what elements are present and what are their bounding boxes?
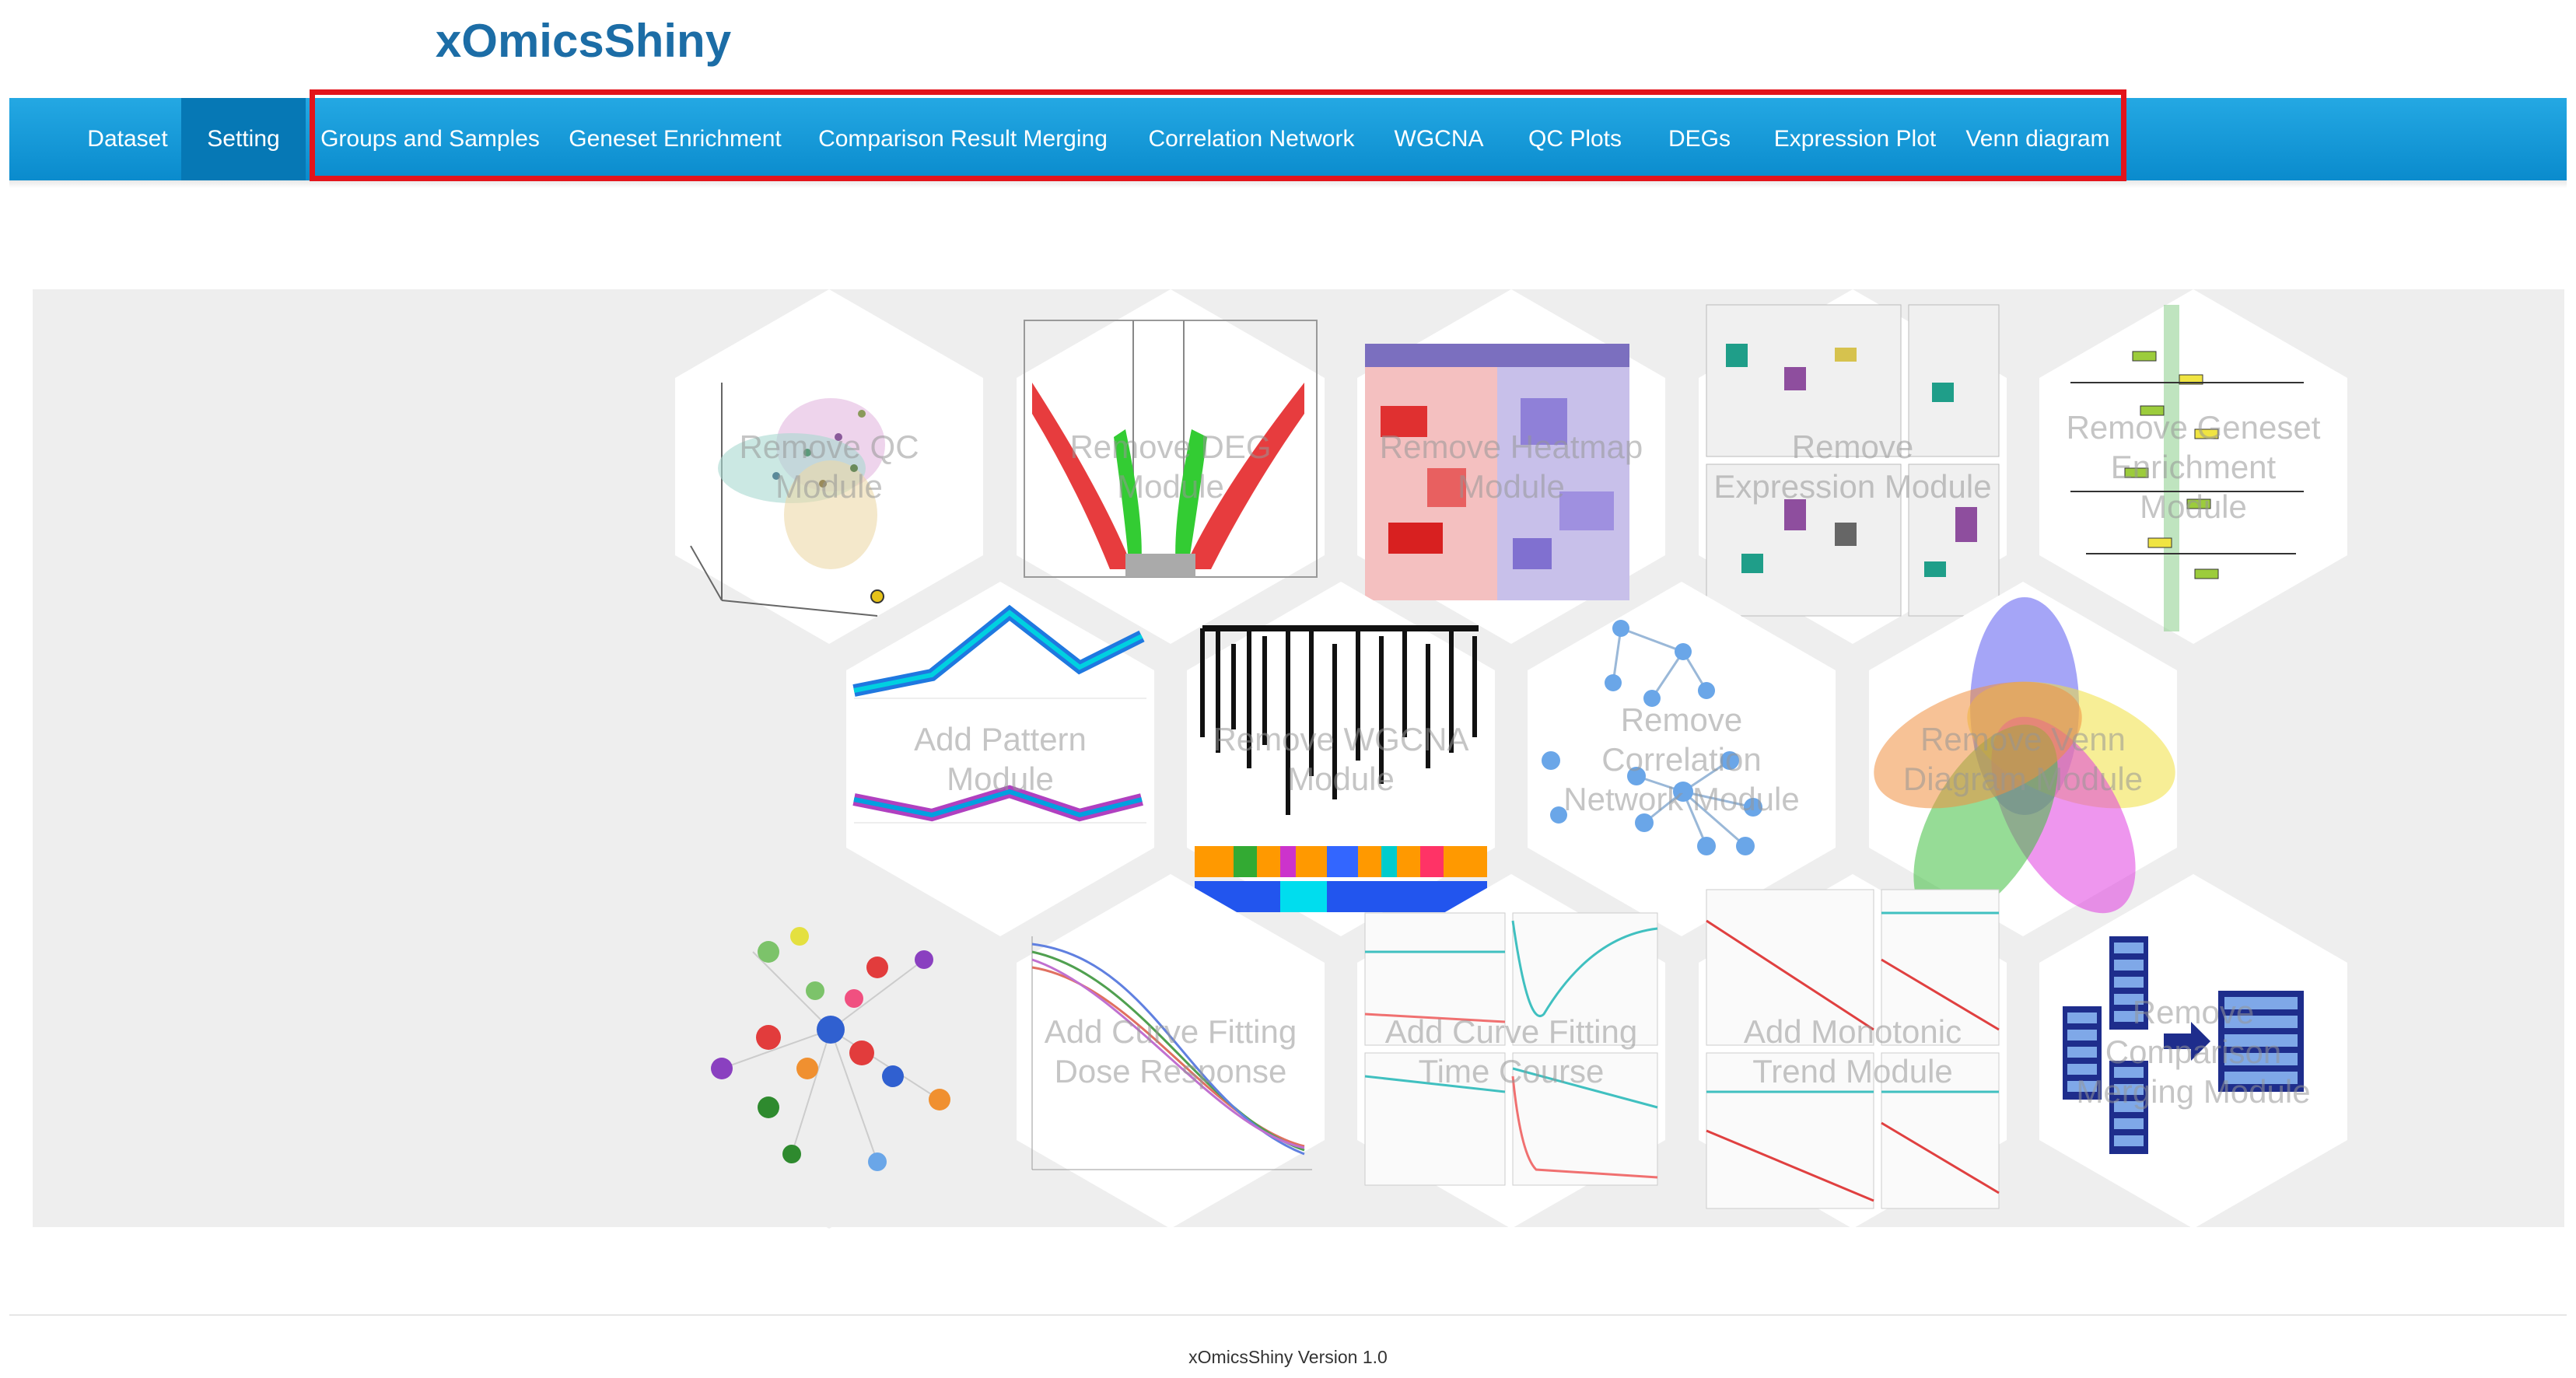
interaction-network-icon bbox=[675, 874, 983, 1229]
boxplot-icon bbox=[1699, 289, 2007, 644]
trend-plot-icon bbox=[1699, 874, 2007, 1229]
module-hex-add-curve-fitting-dose-response[interactable]: Add Curve Fitting Dose Response bbox=[1017, 874, 1325, 1229]
table-merge-icon bbox=[2039, 874, 2347, 1229]
module-hex-add-monotonic-trend[interactable]: Add Monotonic Trend Module bbox=[1699, 874, 2007, 1229]
main-navbar: Dataset Setting Groups and Samples Genes… bbox=[9, 98, 2567, 180]
dose-response-curve-icon bbox=[1017, 874, 1325, 1229]
nav-tab-groups-and-samples[interactable]: Groups and Samples bbox=[320, 126, 540, 152]
nav-tab-expression-plot[interactable]: Expression Plot bbox=[1773, 126, 1937, 152]
module-hex-add-pattern[interactable]: Add Pattern Module bbox=[846, 582, 1154, 936]
module-hex-add-curve-fitting-time-course[interactable]: Add Curve Fitting Time Course bbox=[1357, 874, 1665, 1229]
navbar-shadow bbox=[9, 180, 2567, 188]
module-hex-interaction-network[interactable] bbox=[675, 874, 983, 1229]
module-panel: Remove QC Module Remove DEG Module bbox=[33, 289, 2564, 1229]
nav-tab-venn-diagram[interactable]: Venn diagram bbox=[1965, 126, 2110, 152]
volcano-plot-icon bbox=[1017, 289, 1325, 644]
time-course-curve-icon bbox=[1357, 874, 1665, 1229]
nav-tab-wgcna[interactable]: WGCNA bbox=[1394, 126, 1484, 152]
dendrogram-icon bbox=[1187, 582, 1495, 936]
pca-3d-plot-icon bbox=[675, 289, 983, 644]
footer-divider bbox=[9, 1314, 2567, 1316]
module-hex-remove-comparison-merging[interactable]: Remove Comparison Merging Module bbox=[2039, 874, 2347, 1229]
pattern-lines-icon bbox=[846, 582, 1154, 936]
network-graph-icon bbox=[1528, 582, 1836, 936]
heatmap-icon bbox=[1357, 289, 1665, 644]
nav-tab-comparison-result-merging[interactable]: Comparison Result Merging bbox=[818, 126, 1108, 152]
nav-tab-degs[interactable]: DEGs bbox=[1668, 126, 1731, 152]
nav-tab-correlation-network[interactable]: Correlation Network bbox=[1148, 126, 1355, 152]
nav-tab-qc-plots[interactable]: QC Plots bbox=[1528, 126, 1622, 152]
nav-tab-dataset[interactable]: Dataset bbox=[87, 126, 168, 152]
venn-diagram-icon bbox=[1869, 582, 2177, 936]
version-footer: xOmicsShiny Version 1.0 bbox=[1188, 1347, 1388, 1367]
pathway-map-icon bbox=[2039, 289, 2347, 644]
nav-tab-geneset-enrichment[interactable]: Geneset Enrichment bbox=[569, 126, 782, 152]
app-title: xOmicsShiny bbox=[435, 15, 732, 67]
nav-tab-setting[interactable]: Setting bbox=[181, 98, 306, 180]
